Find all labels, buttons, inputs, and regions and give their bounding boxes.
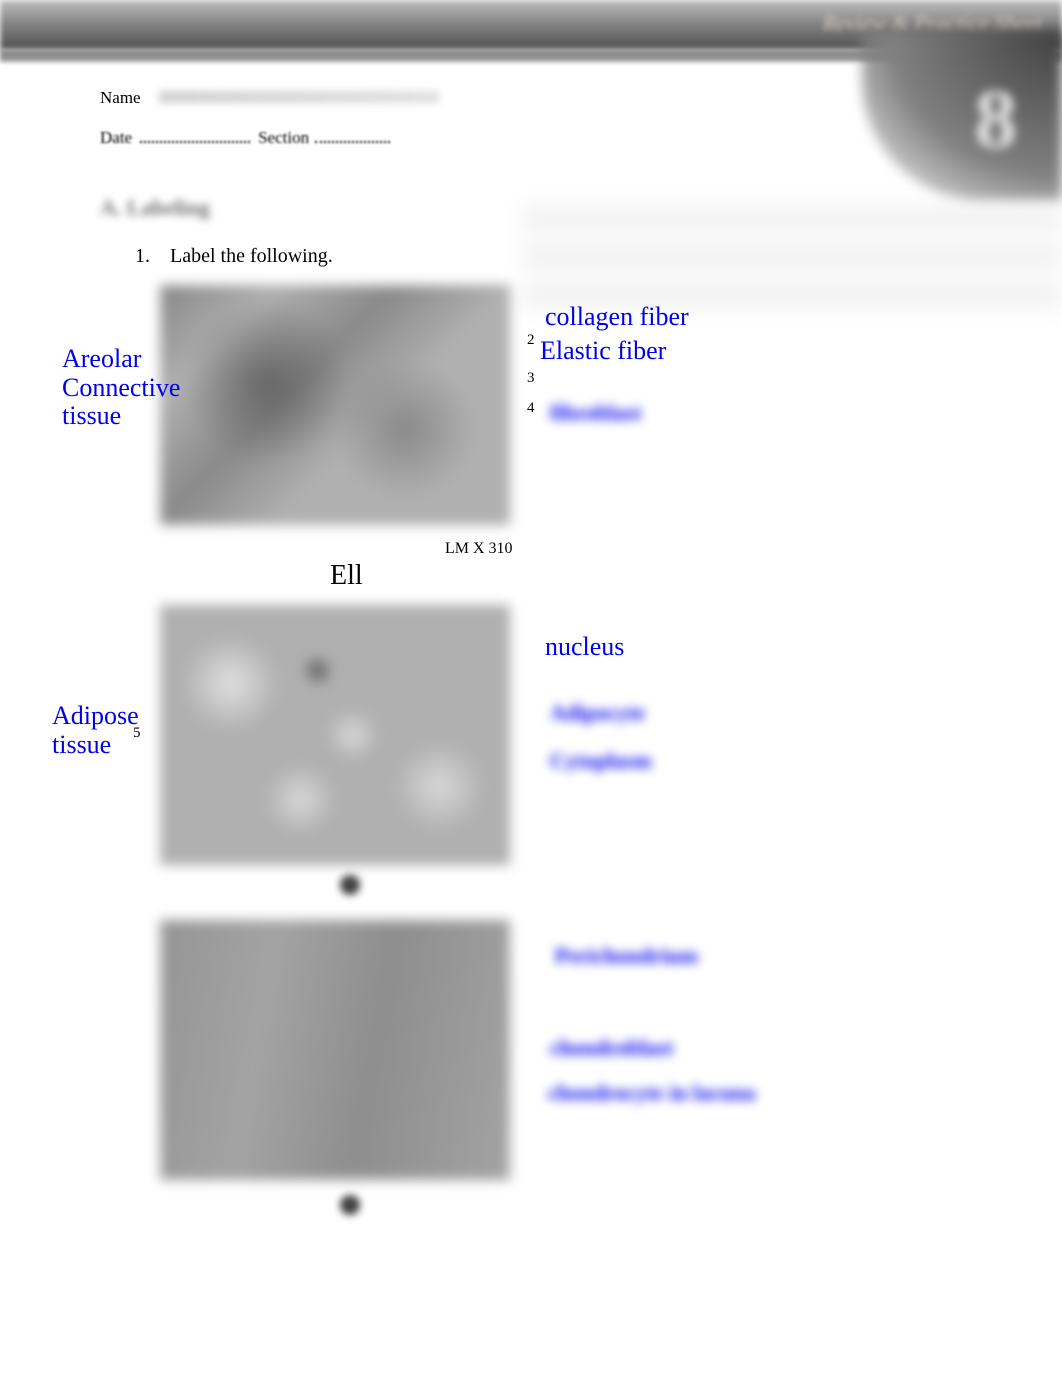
figure-2-footer-mark: [340, 875, 360, 895]
figure-1-marker-4: 4: [527, 400, 535, 417]
background-blur-region: [522, 200, 1062, 580]
figure-2-block: [160, 605, 510, 865]
figure-3-answer-1-blur: Perichondrium: [555, 943, 698, 969]
figure-1-marker-3: 3: [527, 370, 535, 387]
question-text: Label the following.: [170, 245, 333, 267]
figure-1-caption: Ell: [330, 560, 363, 592]
figure-1-answer-3-blur: fibroblast: [550, 400, 641, 426]
name-input-line[interactable]: [159, 91, 439, 103]
date-input-line[interactable]: [140, 141, 250, 143]
figure-1-magnification: LM X 310: [445, 540, 513, 558]
figure-2-micrograph: [160, 605, 510, 865]
figure-1-answer-2: Elastic fiber: [540, 336, 666, 366]
section-a-heading: A. Labeling: [100, 195, 210, 221]
figure-1-tissue-label: Areolar Connective tissue: [62, 345, 172, 431]
chapter-badge: [862, 30, 1062, 200]
figure-2-answer-3-blur: Cytoplasm: [550, 748, 651, 774]
student-info-fields: Name Date Section: [100, 88, 439, 168]
question-1: 1. Label the following.: [135, 245, 333, 268]
figure-2-marker-5: 5: [133, 725, 141, 742]
figure-3-footer-mark: [340, 1195, 360, 1215]
chapter-number: 8: [975, 70, 1018, 168]
name-label: Name: [100, 88, 141, 108]
figure-1-marker-2: 2: [527, 332, 535, 349]
figure-2-answer-1: nucleus: [545, 632, 624, 662]
question-number: 1.: [135, 245, 150, 267]
figure-3-answer-2-blur: chondroblast: [550, 1035, 673, 1061]
figure-2-answer-2-blur: Adipocyte: [550, 700, 645, 726]
section-label: Section: [258, 128, 309, 148]
figure-3-answer-3-blur: chondrocyte in lacuna: [548, 1080, 755, 1106]
figure-1-block: [160, 285, 510, 525]
figure-3-block: [160, 920, 510, 1180]
section-input-line[interactable]: [315, 141, 390, 143]
figure-3-micrograph: [160, 920, 510, 1180]
figure-1-micrograph: [160, 285, 510, 525]
date-label: Date: [100, 128, 132, 148]
figure-1-answer-1: collagen fiber: [545, 302, 689, 332]
